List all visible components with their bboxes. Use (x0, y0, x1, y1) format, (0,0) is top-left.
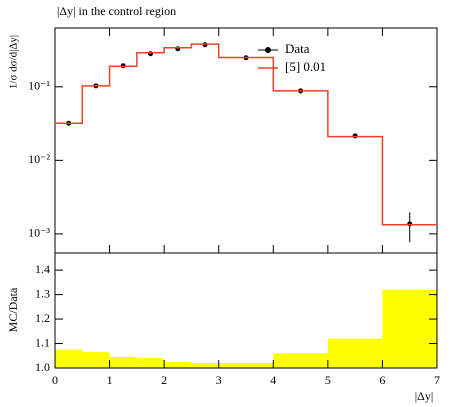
x-tick-label: 6 (379, 373, 385, 387)
legend-label: Data (285, 41, 310, 56)
y-tick-label: 1.0 (35, 360, 50, 374)
y-tick-label: 1.1 (35, 335, 50, 349)
y-tick-label: 1.2 (35, 311, 50, 325)
y-tick-label: 10⁻³ (28, 226, 50, 240)
legend-label: [5] 0.01 (285, 59, 326, 74)
ratio-bar (109, 356, 137, 368)
y-tick-label: 1.3 (35, 286, 50, 300)
ratio-y-axis-label: MC/Data (6, 287, 20, 332)
ratio-bar (382, 289, 437, 368)
ratio-bar (327, 338, 383, 368)
y-tick-label: 1.4 (35, 262, 50, 276)
ratio-bar (191, 363, 219, 368)
x-tick-label: 4 (270, 373, 276, 387)
ratio-bar (55, 349, 83, 368)
ratio-bar (218, 363, 274, 368)
y-axis-label: 1/σ dσ/d|Δy| (8, 35, 20, 89)
mc-step (55, 43, 437, 226)
x-tick-label: 2 (161, 373, 167, 387)
ratio-bar (273, 353, 328, 368)
x-tick-label: 1 (107, 373, 113, 387)
data-point (352, 133, 358, 139)
data-point (407, 221, 413, 227)
x-axis-label: |Δy| (415, 389, 434, 403)
ratio-bar (164, 361, 192, 368)
y-tick-label: 10⁻¹ (28, 79, 50, 93)
ratio-frame (54, 252, 438, 369)
ratio-bar (82, 352, 110, 368)
x-tick-label: 3 (216, 373, 222, 387)
x-tick-label: 7 (434, 373, 440, 387)
chart-title: |Δy| in the control region (57, 4, 176, 18)
ratio-bar (136, 358, 165, 368)
x-tick-label: 5 (325, 373, 331, 387)
legend-marker (265, 47, 271, 53)
y-tick-label: 10⁻² (28, 152, 50, 166)
x-tick-label: 0 (52, 373, 58, 387)
main-frame (54, 27, 438, 254)
